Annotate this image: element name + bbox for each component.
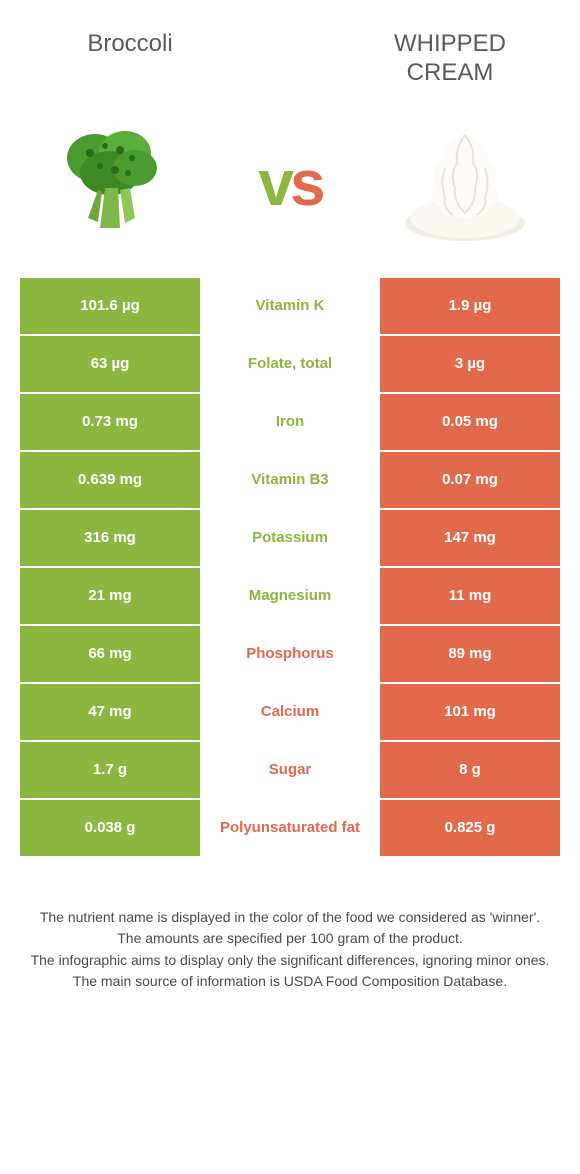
cell-left-value: 21 mg xyxy=(20,568,200,624)
cell-left-value: 47 mg xyxy=(20,684,200,740)
cell-right-value: 101 mg xyxy=(380,684,560,740)
cell-nutrient-label: Polyunsaturated fat xyxy=(200,800,380,856)
cell-nutrient-label: Calcium xyxy=(200,684,380,740)
cell-right-value: 11 mg xyxy=(380,568,560,624)
cell-left-value: 0.038 g xyxy=(20,800,200,856)
cell-right-value: 0.05 mg xyxy=(380,394,560,450)
cell-right-value: 1.9 µg xyxy=(380,278,560,334)
cell-nutrient-label: Folate, total xyxy=(200,336,380,392)
cell-right-value: 3 µg xyxy=(380,336,560,392)
vs-label: vs xyxy=(258,146,321,220)
table-row: 0.73 mgIron0.05 mg xyxy=(20,394,560,452)
broccoli-icon xyxy=(40,108,190,258)
table-row: 316 mgPotassium147 mg xyxy=(20,510,560,568)
cell-left-value: 0.73 mg xyxy=(20,394,200,450)
footnote-line: The main source of information is USDA F… xyxy=(30,972,550,992)
cell-right-value: 0.825 g xyxy=(380,800,560,856)
footnote-line: The nutrient name is displayed in the co… xyxy=(30,908,550,928)
table-row: 66 mgPhosphorus89 mg xyxy=(20,626,560,684)
food-right-title: WHIPPEDCREAM xyxy=(360,30,540,88)
table-row: 1.7 gSugar8 g xyxy=(20,742,560,800)
cell-left-value: 1.7 g xyxy=(20,742,200,798)
cell-nutrient-label: Phosphorus xyxy=(200,626,380,682)
food-left-title: Broccoli xyxy=(40,30,220,88)
footnotes: The nutrient name is displayed in the co… xyxy=(0,858,580,992)
images-row: vs xyxy=(0,98,580,278)
table-row: 63 µgFolate, total3 µg xyxy=(20,336,560,394)
cell-nutrient-label: Vitamin B3 xyxy=(200,452,380,508)
cell-nutrient-label: Potassium xyxy=(200,510,380,566)
table-row: 47 mgCalcium101 mg xyxy=(20,684,560,742)
cell-nutrient-label: Iron xyxy=(200,394,380,450)
cell-nutrient-label: Sugar xyxy=(200,742,380,798)
table-row: 0.038 gPolyunsaturated fat0.825 g xyxy=(20,800,560,858)
table-row: 0.639 mgVitamin B30.07 mg xyxy=(20,452,560,510)
cell-left-value: 316 mg xyxy=(20,510,200,566)
cell-right-value: 0.07 mg xyxy=(380,452,560,508)
cell-left-value: 0.639 mg xyxy=(20,452,200,508)
table-row: 101.6 µgVitamin K1.9 µg xyxy=(20,278,560,336)
cell-right-value: 89 mg xyxy=(380,626,560,682)
cell-nutrient-label: Magnesium xyxy=(200,568,380,624)
cell-left-value: 101.6 µg xyxy=(20,278,200,334)
footnote-line: The amounts are specified per 100 gram o… xyxy=(30,929,550,949)
comparison-table: 101.6 µgVitamin K1.9 µg63 µgFolate, tota… xyxy=(20,278,560,858)
vs-v: v xyxy=(258,147,290,219)
cell-right-value: 8 g xyxy=(380,742,560,798)
cell-nutrient-label: Vitamin K xyxy=(200,278,380,334)
table-row: 21 mgMagnesium11 mg xyxy=(20,568,560,626)
vs-s: s xyxy=(290,147,322,219)
whipped-cream-icon xyxy=(390,108,540,258)
header: Broccoli WHIPPEDCREAM xyxy=(0,0,580,98)
cell-right-value: 147 mg xyxy=(380,510,560,566)
footnote-line: The infographic aims to display only the… xyxy=(30,951,550,971)
cell-left-value: 63 µg xyxy=(20,336,200,392)
cell-left-value: 66 mg xyxy=(20,626,200,682)
